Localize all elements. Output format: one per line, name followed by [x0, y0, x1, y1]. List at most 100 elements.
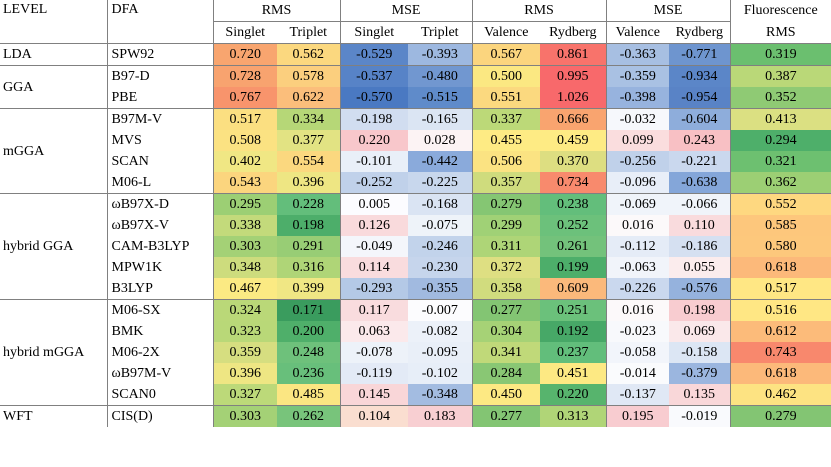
value-cell: -0.014: [606, 363, 670, 384]
value-cell: -0.082: [408, 321, 473, 342]
value-cell: 0.248: [277, 342, 341, 363]
value-cell: 0.500: [472, 65, 541, 87]
table-row: CAM-B3LYP 0.303 0.291 -0.049 -0.246 0.311 0.26…: [0, 236, 831, 257]
value-cell: 0.303: [213, 405, 277, 427]
value-cell: 0.399: [277, 278, 341, 300]
value-cell: 0.352: [730, 87, 831, 109]
value-cell: -0.032: [606, 108, 670, 130]
value-cell: -0.379: [669, 363, 731, 384]
value-cell: 0.562: [277, 43, 341, 66]
value-cell: 0.508: [213, 130, 277, 151]
value-cell: -0.252: [340, 172, 409, 194]
dfa-cell: ωB97M-V: [107, 363, 214, 384]
value-cell: -0.198: [340, 108, 409, 130]
value-cell: 0.135: [669, 384, 731, 406]
level-header: LEVEL: [0, 0, 108, 44]
value-cell: 0.467: [213, 278, 277, 300]
value-cell: 0.237: [540, 342, 607, 363]
value-cell: 0.228: [277, 193, 341, 215]
dfa-cell: CIS(D): [107, 405, 214, 427]
value-cell: 0.578: [277, 65, 341, 87]
table-row: GGA B97-D 0.728 0.578 -0.537 -0.480 0.500 0.995…: [0, 65, 831, 109]
value-cell: 0.377: [277, 130, 341, 151]
value-cell: -0.023: [606, 321, 670, 342]
table-row: M06-2X 0.359 0.248 -0.078 -0.095 0.341 0.237 -0…: [0, 342, 831, 363]
subheader-rydberg: Rydberg: [540, 21, 607, 44]
value-cell: 0.055: [669, 257, 731, 278]
value-cell: 0.370: [540, 151, 607, 172]
value-cell: 0.734: [540, 172, 607, 194]
table-row: mGGA B97M-V 0.517 0.334 -0.198 -0.165 0.337 0.6…: [0, 108, 831, 194]
value-cell: -0.246: [408, 236, 473, 257]
value-cell: 0.313: [540, 405, 607, 427]
dfa-cell: SCAN0: [107, 384, 214, 406]
value-cell: 0.622: [277, 87, 341, 109]
value-cell: 0.016: [606, 299, 670, 321]
value-cell: 0.304: [472, 321, 541, 342]
subheader-valence: Valence: [606, 21, 670, 44]
dfa-cell: ωB97X-D: [107, 193, 214, 215]
subheader-triplet: Triplet: [408, 21, 473, 44]
value-cell: 0.236: [277, 363, 341, 384]
value-cell: 0.585: [730, 215, 831, 236]
value-cell: -0.363: [606, 43, 670, 66]
value-cell: 0.459: [540, 130, 607, 151]
level-cell: hybrid GGA: [0, 193, 108, 300]
dfa-cell: MPW1K: [107, 257, 214, 278]
dfa-cell: B3LYP: [107, 278, 214, 300]
value-cell: 0.117: [340, 299, 409, 321]
value-cell: 0.551: [472, 87, 541, 109]
value-cell: 0.413: [730, 108, 831, 130]
value-cell: -0.221: [669, 151, 731, 172]
subheader-rydberg: Rydberg: [669, 21, 731, 44]
value-cell: -0.226: [606, 278, 670, 300]
value-cell: -0.576: [669, 278, 731, 300]
value-cell: 0.337: [472, 108, 541, 130]
value-cell: -0.049: [340, 236, 409, 257]
table-row: LDA SPW92 0.720 0.562 -0.529 -0.393 0.567 0.861…: [0, 43, 831, 66]
value-cell: 0.145: [340, 384, 409, 406]
table-row: B3LYP 0.467 0.399 -0.293 -0.355 0.358 0.609 -0.…: [0, 278, 831, 300]
value-cell: -0.771: [669, 43, 731, 66]
value-cell: 0.720: [213, 43, 277, 66]
value-cell: 0.506: [472, 151, 541, 172]
value-cell: -0.954: [669, 87, 731, 109]
value-cell: -0.078: [340, 342, 409, 363]
table-row: ωB97M-V 0.396 0.236 -0.119 -0.102 0.284 0.451-…: [0, 363, 831, 384]
value-cell: 0.402: [213, 151, 277, 172]
value-cell: 0.728: [213, 65, 277, 87]
value-cell: -0.355: [408, 278, 473, 300]
value-cell: 0.580: [730, 236, 831, 257]
value-cell: -0.934: [669, 65, 731, 87]
dfa-cell: MVS: [107, 130, 214, 151]
value-cell: 0.171: [277, 299, 341, 321]
value-cell: 0.516: [730, 299, 831, 321]
value-cell: 0.028: [408, 130, 473, 151]
value-cell: -0.168: [408, 193, 473, 215]
value-cell: 0.567: [472, 43, 541, 66]
value-cell: 0.198: [277, 215, 341, 236]
group-header-rms-excitation: RMS: [213, 0, 341, 22]
value-cell: 0.110: [669, 215, 731, 236]
table-row: hybrid mGGA M06-SX 0.324 0.171 0.117 -0.007 0.…: [0, 299, 831, 406]
table-row: MVS 0.508 0.377 0.220 0.028 0.455 0.459 0.099 0.…: [0, 130, 831, 151]
table-body: LDA SPW92 0.720 0.562 -0.529 -0.393 0.567 0.861…: [0, 43, 831, 427]
value-cell: 0.396: [213, 363, 277, 384]
value-cell: 0.767: [213, 87, 277, 109]
value-cell: 0.396: [277, 172, 341, 194]
value-cell: 0.299: [472, 215, 541, 236]
table-row: PBE 0.767 0.622 -0.570 -0.515 0.551 1.026 -0.39…: [0, 87, 831, 109]
value-cell: 0.277: [472, 405, 541, 427]
value-cell: 0.311: [472, 236, 541, 257]
dfa-cell: CAM-B3LYP: [107, 236, 214, 257]
value-cell: 0.450: [472, 384, 541, 406]
value-cell: 0.618: [730, 257, 831, 278]
value-cell: 0.612: [730, 321, 831, 342]
value-cell: 0.517: [730, 278, 831, 300]
value-cell: 0.220: [340, 130, 409, 151]
value-cell: 0.451: [540, 363, 607, 384]
value-cell: 0.199: [540, 257, 607, 278]
value-cell: -0.137: [606, 384, 670, 406]
value-cell: 0.319: [730, 43, 831, 66]
value-cell: -0.570: [340, 87, 409, 109]
